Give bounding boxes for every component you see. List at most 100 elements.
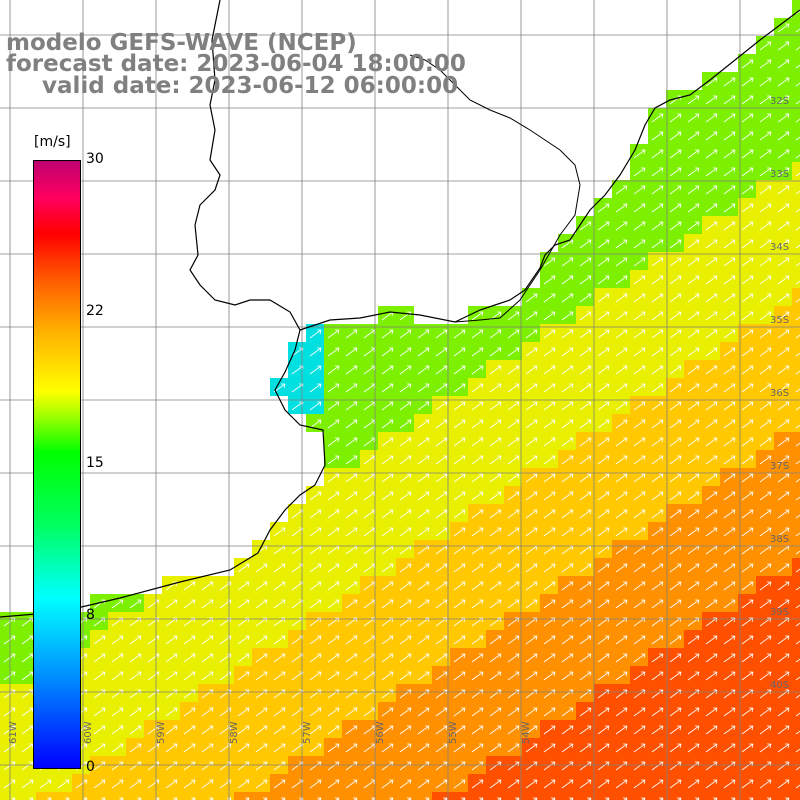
wind-cell	[0, 774, 18, 792]
wind-arrow	[345, 329, 358, 339]
wind-cell	[720, 396, 738, 414]
wind-cell	[648, 666, 666, 684]
wind-cell	[396, 306, 414, 324]
wind-cell	[666, 234, 684, 252]
wind-arrow	[3, 725, 16, 735]
wind-cell	[378, 684, 396, 702]
wind-cell	[594, 468, 612, 486]
wind-cell	[0, 648, 18, 666]
wind-cell	[756, 54, 774, 72]
wind-cell	[630, 558, 648, 576]
wind-cell	[684, 792, 702, 800]
wind-cell	[540, 504, 558, 522]
wind-cell	[594, 774, 612, 792]
wind-arrow	[543, 455, 556, 465]
wind-arrow	[669, 653, 682, 663]
colorbar-tick-8: 8	[86, 607, 95, 623]
wind-cell	[180, 774, 198, 792]
wind-arrow	[615, 707, 628, 717]
wind-arrow	[273, 743, 286, 753]
wind-arrow	[741, 419, 754, 429]
wind-arrow	[687, 347, 700, 357]
wind-cell	[288, 558, 306, 576]
wind-cell	[738, 288, 756, 306]
wind-arrow	[543, 419, 556, 429]
wind-arrow	[651, 311, 664, 321]
wind-cell	[684, 126, 702, 144]
wind-arrow	[507, 599, 520, 609]
wind-arrow	[705, 635, 718, 645]
wind-arrow	[687, 725, 700, 735]
wind-cell	[720, 558, 738, 576]
wind-arrow	[399, 491, 412, 501]
wind-cell	[414, 414, 432, 432]
wind-arrow	[759, 509, 772, 519]
wind-arrow	[327, 563, 340, 573]
wind-cell	[234, 630, 252, 648]
wind-arrow	[507, 473, 520, 483]
wind-cell	[666, 630, 684, 648]
wind-arrow	[381, 383, 394, 393]
wind-cell	[504, 378, 522, 396]
wind-arrow	[435, 563, 448, 573]
wind-cell	[702, 198, 720, 216]
wind-cell	[684, 702, 702, 720]
wind-cell	[522, 540, 540, 558]
wind-cell	[486, 774, 504, 792]
wind-cell	[756, 414, 774, 432]
wind-cell	[792, 396, 800, 414]
wind-cell	[630, 252, 648, 270]
wind-arrow	[777, 419, 790, 429]
wind-cell	[36, 774, 54, 792]
wind-arrow	[57, 779, 70, 789]
wind-arrow	[579, 311, 592, 321]
wind-cell	[558, 486, 576, 504]
wind-arrow	[525, 527, 538, 537]
wind-arrow	[435, 707, 448, 717]
wind-cell	[306, 594, 324, 612]
wind-arrow	[453, 671, 466, 681]
wind-cell	[738, 522, 756, 540]
wind-arrow	[453, 401, 466, 411]
wind-arrow	[407, 797, 412, 800]
wind-arrow	[273, 779, 286, 789]
wind-cell	[738, 144, 756, 162]
wind-arrow	[471, 779, 484, 789]
wind-cell	[738, 234, 756, 252]
wind-cell	[648, 522, 666, 540]
wind-arrow	[795, 748, 800, 753]
wind-arrow	[723, 419, 736, 429]
wind-arrow	[723, 275, 736, 285]
wind-arrow	[525, 743, 538, 753]
wind-arrow	[687, 437, 700, 447]
wind-cell	[756, 432, 774, 450]
wind-arrow	[543, 437, 556, 447]
wind-cell	[702, 738, 720, 756]
wind-arrow	[309, 401, 322, 411]
wind-cell	[468, 450, 486, 468]
wind-arrow	[795, 352, 800, 357]
wind-cell	[666, 306, 684, 324]
wind-arrow	[489, 491, 502, 501]
wind-arrow	[651, 203, 664, 213]
wind-arrow	[165, 599, 178, 609]
wind-cell	[720, 738, 738, 756]
wind-cell	[720, 252, 738, 270]
wind-cell	[738, 180, 756, 198]
wind-cell	[630, 594, 648, 612]
wind-arrow	[417, 563, 430, 573]
wind-arrow	[489, 383, 502, 393]
wind-arrow	[705, 77, 718, 87]
wind-cell	[774, 414, 792, 432]
wind-arrow	[633, 347, 646, 357]
wind-arrow	[471, 599, 484, 609]
wind-cell	[720, 216, 738, 234]
wind-cell	[738, 306, 756, 324]
wind-cell	[720, 540, 738, 558]
wind-cell	[486, 396, 504, 414]
wind-arrow	[597, 293, 610, 303]
wind-cell	[504, 540, 522, 558]
wind-arrow	[659, 797, 664, 800]
wind-arrow	[687, 563, 700, 573]
wind-cell	[648, 594, 666, 612]
